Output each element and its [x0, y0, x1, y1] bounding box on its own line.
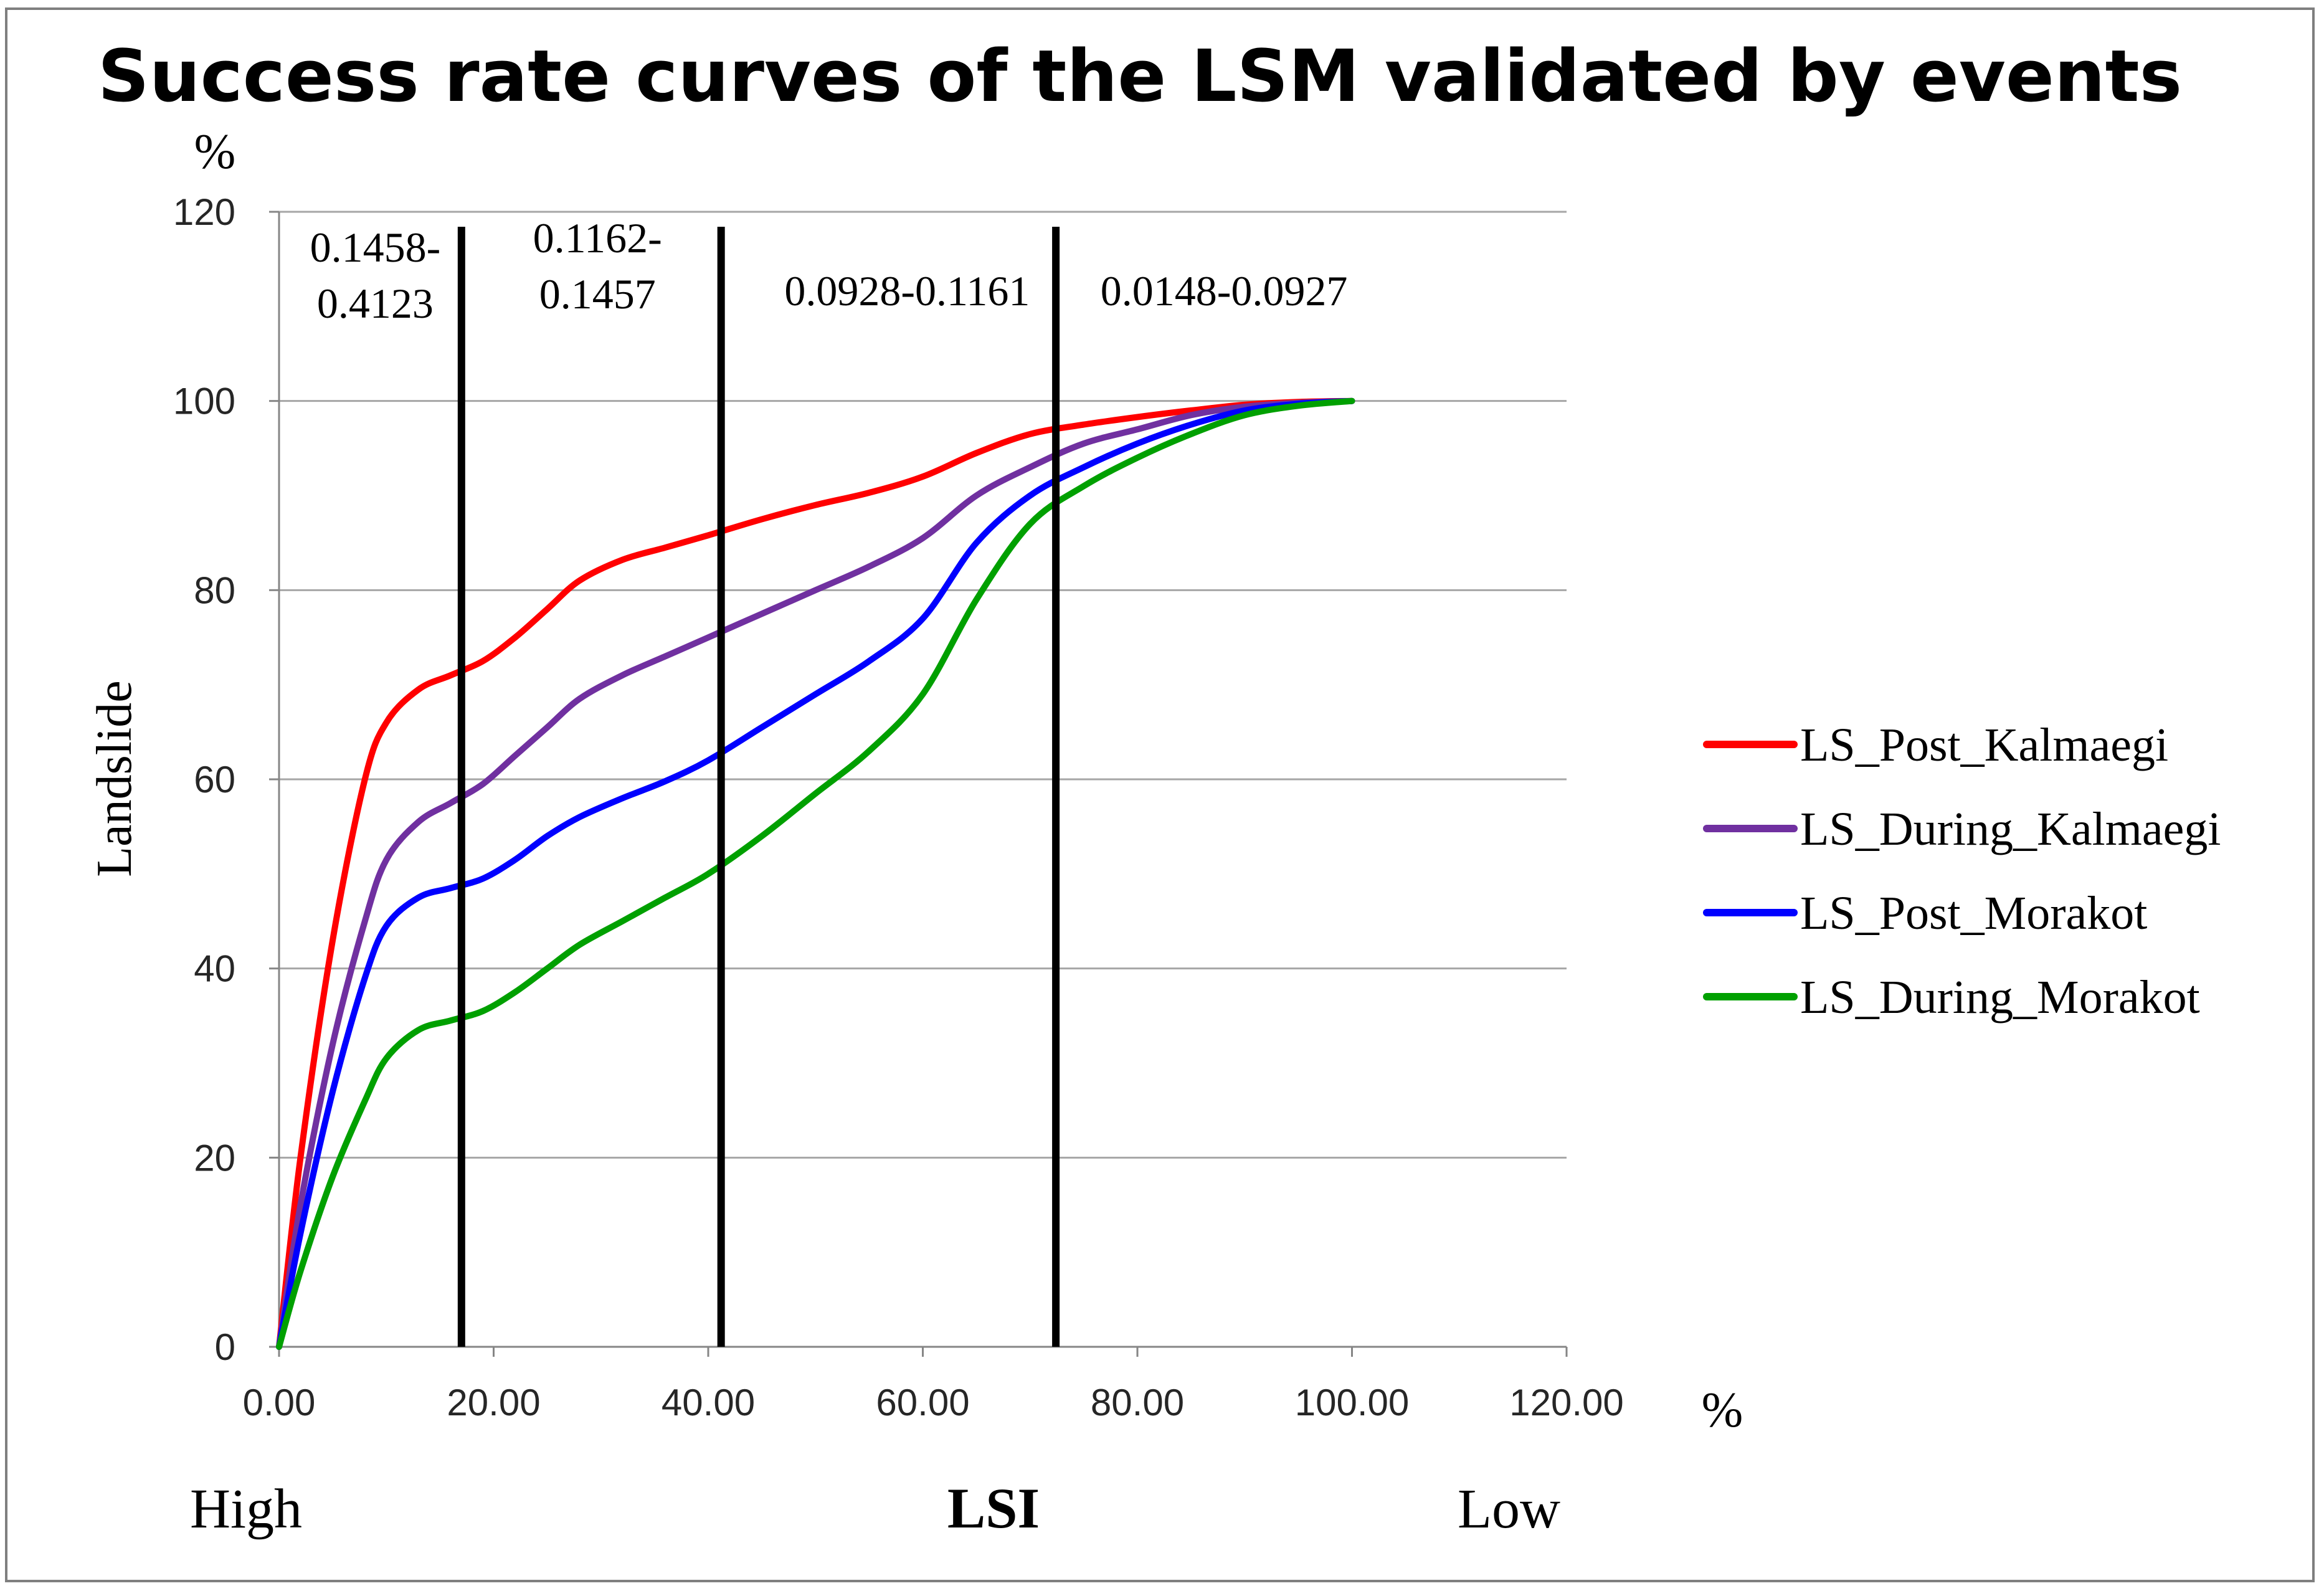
x-tick-label-5: 100.00 — [1295, 1382, 1410, 1423]
series-line-ls-post-morakot — [276, 397, 1355, 1350]
chart-title: Success rate curves of the LSM validated… — [98, 35, 2182, 118]
x-tick-label-3: 60.00 — [876, 1382, 969, 1423]
x-tick-label-6: 120.00 — [1509, 1382, 1624, 1423]
series-lines — [276, 397, 1355, 1350]
y-tick-label-4: 80 — [194, 569, 235, 611]
range-label-3-line-1: 0.0928-0.1161 — [784, 267, 1030, 315]
axes — [269, 211, 1568, 1357]
chart-frame — [5, 7, 2315, 1582]
range-labels: 0.1458- 0.4123 0.1162- 0.1457 0.0928-0.1161 0… — [310, 214, 1348, 327]
legend-label-ls-during-kalmaegi: LS_During_Kalmaegi — [1800, 803, 2221, 855]
y-unit-label: % — [194, 125, 236, 179]
y-tick-labels: 0 20 40 60 80 100 120 — [173, 191, 235, 1368]
legend: LS_Post_Kalmaegi LS_During_Kalmaegi LS_Pos… — [1703, 719, 2221, 1024]
class-dividers — [457, 227, 1060, 1347]
x-tick-labels: 0.00 20.00 40.00 60.00 80.00 100.00 120.00 — [243, 1382, 1624, 1423]
y-tick-label-5: 100 — [173, 381, 235, 422]
x-right-label: Low — [1458, 1478, 1560, 1540]
range-label-2-line-2: 0.1457 — [539, 270, 656, 318]
y-axis-title: Landslide — [87, 680, 142, 876]
x-tick-label-2: 40.00 — [662, 1382, 755, 1423]
x-left-label: High — [190, 1478, 302, 1540]
y-tick-label-3: 60 — [194, 759, 235, 800]
y-tick-label-0: 0 — [215, 1326, 235, 1368]
range-label-2-line-1: 0.1162- — [533, 214, 662, 262]
x-tick-label-1: 20.00 — [447, 1382, 540, 1423]
x-tick-label-0: 0.00 — [243, 1382, 316, 1423]
range-label-1-line-1: 0.1458- — [310, 224, 441, 271]
legend-label-ls-during-morakot: LS_During_Morakot — [1800, 971, 2200, 1024]
series-line-ls-post-kalmaegi — [276, 397, 1355, 1350]
y-tick-label-2: 40 — [194, 948, 235, 990]
y-tick-label-1: 20 — [194, 1137, 235, 1179]
x-tick-label-4: 80.00 — [1091, 1382, 1184, 1423]
x-unit-label: % — [1702, 1383, 1743, 1438]
x-axis-title: LSI — [947, 1476, 1040, 1540]
range-label-4-line-1: 0.0148-0.0927 — [1101, 267, 1348, 315]
legend-label-ls-post-kalmaegi: LS_Post_Kalmaegi — [1800, 719, 2168, 771]
series-line-ls-during-morakot — [276, 397, 1355, 1350]
range-label-1-line-2: 0.4123 — [317, 280, 434, 327]
y-tick-label-6: 120 — [173, 191, 235, 233]
legend-label-ls-post-morakot: LS_Post_Morakot — [1800, 887, 2147, 939]
series-line-ls-during-kalmaegi — [276, 397, 1355, 1350]
